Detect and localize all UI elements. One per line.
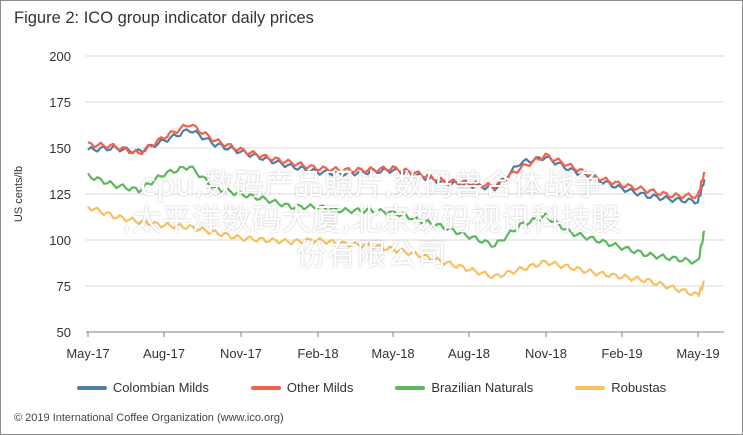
- y-tick-label: 100: [49, 233, 71, 248]
- chart-legend: Colombian Milds Other Milds Brazilian Natu…: [0, 380, 743, 395]
- x-tick-label: Feb-19: [601, 346, 642, 361]
- y-tick-label: 125: [49, 187, 71, 202]
- x-tick-label: Feb-18: [297, 346, 338, 361]
- y-tick-label: 75: [57, 279, 71, 294]
- y-tick-label: 150: [49, 141, 71, 156]
- y-tick-label: 175: [49, 95, 71, 110]
- legend-item: Robustas: [575, 380, 666, 395]
- series-line-robustas: [87, 205, 706, 298]
- chart-title: Figure 2: ICO group indicator daily pric…: [14, 9, 314, 27]
- x-tick-label: Nov-17: [220, 346, 262, 361]
- x-tick-label: May-17: [66, 346, 109, 361]
- series-line-brazilian-naturals: [87, 165, 706, 265]
- legend-swatch: [250, 385, 281, 390]
- legend-item: Other Milds: [250, 380, 354, 395]
- series-line-colombian-milds: [87, 128, 706, 205]
- x-tick-label: May-19: [676, 346, 719, 361]
- y-tick-label: 200: [49, 49, 71, 64]
- x-tick-label: Aug-18: [448, 346, 490, 361]
- x-tick-label: May-18: [371, 346, 414, 361]
- legend-label: Brazilian Naturals: [431, 380, 534, 395]
- y-tick-label: 50: [57, 325, 71, 340]
- legend-item: Colombian Milds: [76, 380, 209, 395]
- legend-swatch: [395, 385, 426, 390]
- legend-label: Robustas: [611, 380, 667, 395]
- y-axis-label: US cents/lb: [13, 166, 25, 222]
- x-tick-label: Aug-17: [143, 346, 185, 361]
- legend-label: Other Milds: [286, 380, 354, 395]
- x-tick-label: Nov-18: [525, 346, 567, 361]
- copyright-footer: © 2019 International Coffee Organization…: [14, 412, 284, 424]
- legend-swatch: [575, 385, 606, 390]
- series-line-other-milds: [87, 123, 706, 200]
- legend-label: Colombian Milds: [112, 380, 209, 395]
- legend-item: Brazilian Naturals: [395, 380, 533, 395]
- legend-swatch: [76, 385, 107, 390]
